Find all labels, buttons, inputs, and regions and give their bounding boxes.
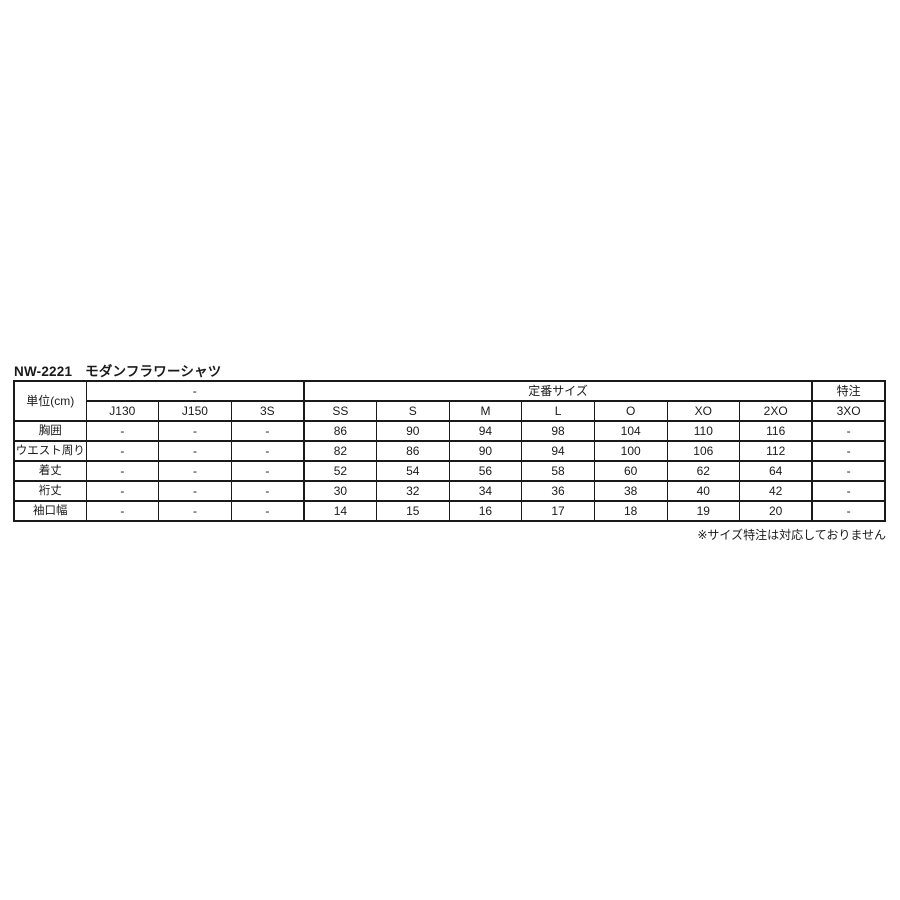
size-header-cell: SS [302, 400, 377, 422]
row-label-cell: ウエスト周り [13, 440, 87, 462]
product-title: NW-2221 モダンフラワーシャツ [14, 360, 221, 380]
value-cell: - [158, 440, 232, 462]
row-label-cell: 胸囲 [13, 420, 87, 442]
value-cell: - [811, 440, 886, 462]
table-row-sleeve-length: 裄丈 - - - 30 32 34 36 38 40 42 - [13, 480, 886, 502]
product-name: モダンフラワーシャツ [85, 364, 222, 379]
value-cell: 20 [739, 500, 813, 522]
size-header-cell: J130 [85, 400, 160, 422]
value-cell: 112 [739, 440, 813, 462]
value-cell: 94 [448, 420, 523, 442]
value-cell: 15 [376, 500, 450, 522]
value-cell: 34 [448, 480, 523, 502]
group-header-row: 単位(cm) - 定番サイズ 特注 [13, 380, 886, 422]
table-row-cuff-width: 袖口幅 - - - 14 15 16 17 18 19 20 - [13, 500, 886, 522]
value-cell: 94 [521, 440, 595, 462]
size-chart-table: 単位(cm) - 定番サイズ 特注 J130 J150 3S SS S M L … [13, 380, 886, 522]
value-cell: 38 [593, 480, 668, 502]
size-header-cell: M [448, 400, 523, 422]
value-cell: - [230, 460, 305, 482]
value-cell: 36 [521, 480, 595, 502]
unit-label-cell: 単位(cm) [13, 380, 87, 422]
size-header-cell: J150 [158, 400, 232, 422]
value-cell: - [230, 480, 305, 502]
group-cell-special: 特注 [811, 380, 886, 402]
row-label-cell: 袖口幅 [13, 500, 87, 522]
value-cell: - [85, 480, 160, 502]
size-header-cell: S [376, 400, 450, 422]
value-cell: - [230, 420, 305, 442]
value-cell: - [85, 500, 160, 522]
value-cell: 82 [302, 440, 377, 462]
size-header-cell: O [593, 400, 668, 422]
value-cell: - [85, 440, 160, 462]
value-cell: - [811, 460, 886, 482]
value-cell: 90 [376, 420, 450, 442]
value-cell: - [811, 480, 886, 502]
table-row-body-length: 着丈 - - - 52 54 56 58 60 62 64 - [13, 460, 886, 482]
footnote: ※サイズ特注は対応しておりません [697, 528, 886, 542]
value-cell: - [158, 420, 232, 442]
value-cell: - [811, 500, 886, 522]
value-cell: 18 [593, 500, 668, 522]
size-header-row: J130 J150 3S SS S M L O XO 2XO 3XO [14, 400, 886, 422]
value-cell: 90 [448, 440, 523, 462]
value-cell: 104 [593, 420, 668, 442]
value-cell: 100 [593, 440, 668, 462]
group-cell-standard: 定番サイズ [302, 380, 813, 402]
value-cell: 42 [739, 480, 813, 502]
value-cell: - [230, 440, 305, 462]
value-cell: 58 [521, 460, 595, 482]
size-header-cell: L [521, 400, 595, 422]
value-cell: 62 [666, 460, 741, 482]
value-cell: 110 [666, 420, 741, 442]
value-cell: 40 [666, 480, 741, 502]
value-cell: 98 [521, 420, 595, 442]
value-cell: 32 [376, 480, 450, 502]
table-row-waist: ウエスト周り - - - 82 86 90 94 100 106 112 - [13, 440, 886, 462]
value-cell: - [85, 420, 160, 442]
value-cell: - [158, 480, 232, 502]
row-label-cell: 着丈 [13, 460, 87, 482]
value-cell: - [158, 500, 232, 522]
value-cell: 52 [302, 460, 377, 482]
value-cell: 54 [376, 460, 450, 482]
table-row-chest: 胸囲 - - - 86 90 94 98 104 110 116 - [13, 420, 886, 442]
value-cell: 19 [666, 500, 741, 522]
value-cell: - [230, 500, 305, 522]
value-cell: 14 [302, 500, 377, 522]
value-cell: 116 [739, 420, 813, 442]
value-cell: 16 [448, 500, 523, 522]
value-cell: 56 [448, 460, 523, 482]
group-cell-junior: - [85, 380, 305, 402]
product-code: NW-2221 [14, 364, 73, 379]
value-cell: - [811, 420, 886, 442]
size-header-cell: 2XO [739, 400, 813, 422]
value-cell: 86 [302, 420, 377, 442]
row-label-cell: 裄丈 [13, 480, 87, 502]
value-cell: 64 [739, 460, 813, 482]
value-cell: - [158, 460, 232, 482]
value-cell: 17 [521, 500, 595, 522]
value-cell: 106 [666, 440, 741, 462]
value-cell: 30 [302, 480, 377, 502]
value-cell: - [85, 460, 160, 482]
value-cell: 86 [376, 440, 450, 462]
value-cell: 60 [593, 460, 668, 482]
size-header-cell: 3XO [811, 400, 886, 422]
size-header-cell: 3S [230, 400, 305, 422]
size-header-cell: XO [666, 400, 741, 422]
